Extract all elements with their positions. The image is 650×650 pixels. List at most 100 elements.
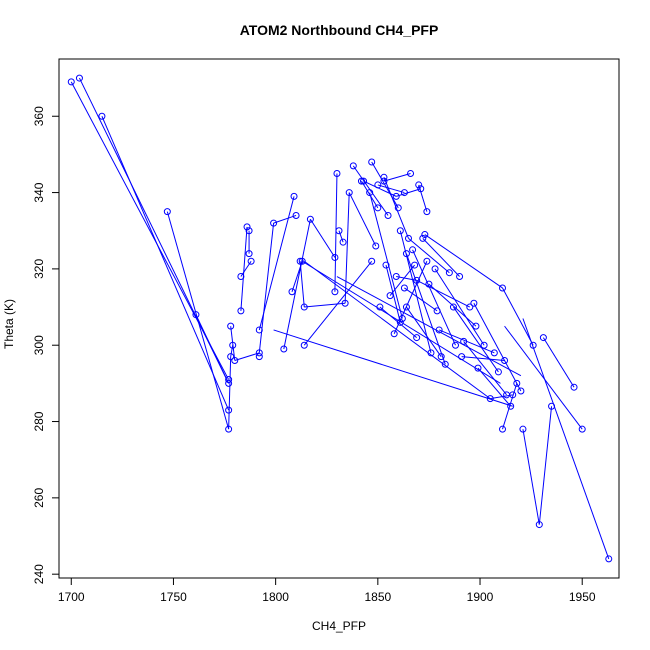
data-point bbox=[421, 231, 429, 239]
data-point bbox=[449, 303, 457, 311]
series-points bbox=[67, 74, 613, 563]
data-point bbox=[380, 177, 388, 185]
data-point bbox=[431, 265, 439, 273]
series-segment bbox=[234, 352, 260, 361]
data-point bbox=[372, 242, 380, 250]
data-point bbox=[229, 341, 237, 349]
y-tick-label: 360 bbox=[32, 106, 46, 126]
x-tick-label: 1900 bbox=[467, 590, 494, 604]
data-point bbox=[225, 376, 233, 384]
data-point bbox=[435, 326, 443, 334]
series-segment bbox=[383, 177, 409, 239]
series-segment bbox=[371, 161, 399, 209]
data-point bbox=[396, 318, 404, 326]
series-segment bbox=[542, 337, 575, 388]
data-point bbox=[335, 227, 343, 235]
data-point bbox=[539, 334, 547, 342]
data-point bbox=[280, 345, 288, 353]
data-point bbox=[247, 257, 255, 265]
data-point bbox=[425, 280, 433, 288]
series-segment bbox=[301, 260, 501, 384]
data-point bbox=[339, 238, 347, 246]
series-segment bbox=[377, 184, 405, 194]
data-point bbox=[499, 284, 507, 292]
data-point bbox=[519, 425, 527, 433]
data-point bbox=[374, 204, 382, 212]
data-point bbox=[437, 353, 445, 361]
series-segment bbox=[538, 406, 553, 525]
series-segment bbox=[502, 383, 518, 430]
series-segment bbox=[404, 287, 438, 312]
data-point bbox=[392, 192, 400, 200]
data-point bbox=[292, 211, 300, 219]
data-point bbox=[570, 383, 578, 391]
x-axis-label: CH4_PFP bbox=[312, 619, 366, 633]
series-segment bbox=[418, 184, 428, 212]
data-point bbox=[433, 307, 441, 315]
data-point bbox=[423, 208, 431, 216]
series-segment bbox=[385, 264, 401, 323]
data-point bbox=[445, 269, 453, 277]
data-point bbox=[509, 391, 517, 399]
data-point bbox=[466, 303, 474, 311]
series-lines bbox=[70, 77, 610, 560]
x-tick-label: 1950 bbox=[569, 590, 596, 604]
data-point bbox=[270, 219, 278, 227]
data-point bbox=[380, 173, 388, 181]
data-point bbox=[296, 257, 304, 265]
series-segment bbox=[379, 306, 417, 338]
data-point bbox=[441, 360, 449, 368]
series-segment bbox=[166, 211, 230, 430]
data-point bbox=[368, 158, 376, 166]
data-point bbox=[245, 227, 253, 235]
data-point bbox=[413, 334, 421, 342]
data-point bbox=[298, 257, 306, 265]
data-point bbox=[394, 204, 402, 212]
data-point bbox=[98, 112, 106, 120]
data-point bbox=[400, 189, 408, 197]
series-segment bbox=[428, 283, 477, 327]
series-segment bbox=[412, 249, 456, 346]
y-tick-label: 280 bbox=[32, 411, 46, 431]
data-point bbox=[535, 521, 543, 529]
series-segment bbox=[522, 318, 610, 560]
data-point bbox=[368, 257, 376, 265]
data-point bbox=[288, 288, 296, 296]
y-tick-label: 260 bbox=[32, 488, 46, 508]
data-point bbox=[409, 246, 417, 254]
series-segment bbox=[461, 356, 505, 361]
data-point bbox=[366, 189, 374, 197]
data-point bbox=[227, 322, 235, 330]
data-point bbox=[227, 353, 235, 361]
y-axis: 240 260 280 300 320 340 360 bbox=[32, 106, 59, 584]
data-point bbox=[341, 299, 349, 307]
series-segment bbox=[434, 268, 485, 346]
series-segment bbox=[352, 165, 389, 216]
series-segment bbox=[195, 314, 230, 384]
data-point bbox=[413, 276, 421, 284]
data-point bbox=[458, 353, 466, 361]
data-point bbox=[423, 257, 431, 265]
y-tick-label: 340 bbox=[32, 182, 46, 202]
series-segment bbox=[422, 238, 460, 277]
series-segment bbox=[406, 306, 442, 357]
series-segment bbox=[334, 173, 338, 292]
x-tick-label: 1800 bbox=[262, 590, 289, 604]
data-point bbox=[392, 273, 400, 281]
series-segment bbox=[258, 223, 275, 353]
data-point bbox=[300, 341, 308, 349]
data-point bbox=[529, 341, 537, 349]
data-point bbox=[331, 253, 339, 261]
series-segment bbox=[338, 230, 344, 243]
series-segment bbox=[477, 367, 512, 407]
series-segment bbox=[369, 192, 403, 319]
series-segment bbox=[309, 219, 336, 258]
series-segment bbox=[416, 279, 471, 308]
series-segment bbox=[389, 264, 416, 296]
series-segment bbox=[283, 219, 311, 350]
data-point bbox=[225, 425, 233, 433]
data-point bbox=[360, 177, 368, 185]
series-segment bbox=[522, 429, 540, 525]
data-point bbox=[333, 169, 341, 177]
